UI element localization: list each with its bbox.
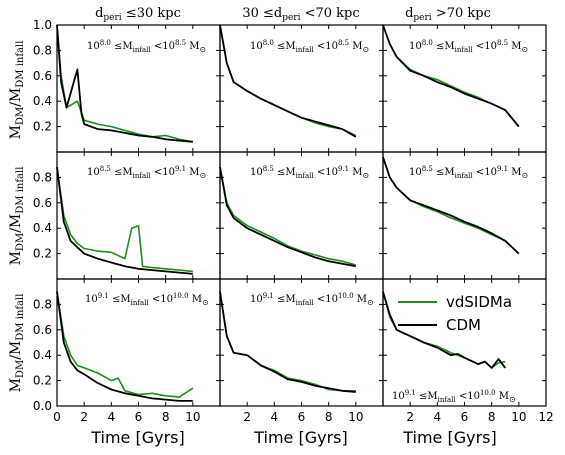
column-title-2: 30 ≤dperi <70 kpc (242, 6, 359, 23)
x-tick-label-col3: 4 (434, 410, 442, 424)
series-line-cdm-r2c2 (219, 167, 356, 268)
series-line-cdm-r2c1 (56, 167, 193, 275)
svg-text:MDM/MDM infall: MDM/MDM infall (8, 294, 26, 393)
y-axis-label-row-2: MDM/MDM infall (8, 167, 26, 266)
x-tick-label-col3: 6 (461, 410, 469, 424)
annotation-row-3-col-1: 109.1 ≤Minfall <1010.0 M⊙ (85, 292, 209, 307)
series-line-cdm-r3c3 (382, 291, 507, 369)
x-tick-label-col2: 10 (348, 410, 363, 424)
svg-text:MDM/MDM infall: MDM/MDM infall (8, 167, 26, 266)
x-axis-label-1: Time [Gyrs] (90, 428, 185, 447)
annotation-row-3-col-2: 109.1 ≤Minfall <1010.0 M⊙ (250, 292, 374, 307)
series-line-vdsidma-r2c1 (56, 167, 193, 273)
legend-label-cdm: CDM (446, 316, 481, 334)
y-tick-label-row1: 0.2 (33, 120, 52, 134)
y-tick-label-row2: 0.2 (33, 247, 52, 261)
x-tick-label-col2: 4 (271, 410, 279, 424)
y-tick-label-row1: 0.4 (33, 94, 52, 108)
y-axis-label-row-1: MDM/MDM infall (8, 41, 26, 140)
svg-text:MDM/MDM infall: MDM/MDM infall (8, 41, 26, 140)
x-axis-label-2: Time [Gyrs] (253, 428, 348, 447)
series-line-cdm-r2c3 (382, 156, 520, 255)
series-line-vdsidma-r2c2 (219, 167, 357, 266)
x-tick-label-col1: 2 (80, 410, 88, 424)
annotation-row-2-col-3: 108.5 ≤Minfall <109.1 M⊙ (409, 165, 528, 180)
x-tick-label-col3: 10 (511, 410, 526, 424)
series-line-cdm-r1c2 (219, 24, 357, 138)
annotation-row-3-col-3: 109.1 ≤Minfall <1010.0 M⊙ (392, 389, 516, 404)
x-tick-label-col1: 0 (53, 410, 61, 424)
y-tick-label-row1: 0.8 (33, 43, 52, 57)
y-tick-label-row3: 0.4 (33, 348, 52, 362)
x-tick-label-col1: 8 (162, 410, 170, 424)
series-line-cdm-r3c2 (219, 291, 356, 393)
y-tick-label-row3: 0.8 (33, 297, 52, 311)
series-line-cdm-r1c3 (382, 24, 520, 128)
x-tick-label-col1: 10 (185, 410, 200, 424)
y-tick-label-row3: 0.2 (33, 374, 52, 388)
series-line-vdsidma-r3c1 (56, 291, 194, 398)
series-line-cdm-r1c1 (56, 24, 193, 143)
annotation-row-1-col-1: 108.0 ≤Minfall <108.5 M⊙ (87, 39, 206, 54)
y-tick-label-row2: 0.4 (33, 221, 52, 235)
y-tick-label-row2: 0.8 (33, 170, 52, 184)
y-axis-label-row-3: MDM/MDM infall (8, 294, 26, 393)
x-tick-label-col3: 12 (538, 410, 553, 424)
x-tick-label-col2: 2 (243, 410, 251, 424)
annotation-row-1-col-3: 108.0 ≤Minfall <108.5 M⊙ (409, 39, 528, 54)
legend: vdSIDMa CDM (398, 293, 512, 334)
y-tick-label-row3: 0.0 (33, 399, 52, 413)
series-line-cdm-r3c1 (56, 291, 193, 402)
y-tick-label-row1: 1.0 (33, 18, 52, 32)
x-tick-label-col2: 6 (298, 410, 306, 424)
y-tick-label-row1: 0.6 (33, 69, 52, 83)
x-tick-label-col1: 6 (135, 410, 143, 424)
annotation-row-2-col-2: 108.5 ≤Minfall <109.1 M⊙ (250, 165, 369, 180)
annotation-row-1-col-2: 108.0 ≤Minfall <108.5 M⊙ (250, 39, 369, 54)
series-line-vdsidma-r3c2 (219, 291, 356, 392)
x-tick-label-col2: 8 (325, 410, 333, 424)
y-tick-label-row2: 0.6 (33, 196, 52, 210)
x-tick-label-col3: 2 (406, 410, 414, 424)
column-title-3: dperi >70 kpc (405, 6, 491, 23)
x-axis-label-3: Time [Gyrs] (402, 428, 497, 447)
y-tick-label-row3: 0.6 (33, 323, 52, 337)
panels-layer: 0.2 0.4 0.6 0.8 1.0 0.2 0.4 0.6 0.8 0.0 0.2 0.4 0.6 0… (33, 18, 554, 424)
x-tick-label-col3: 8 (488, 410, 496, 424)
column-title-1: dperi ≤30 kpc (95, 6, 181, 23)
legend-label-vdsidma: vdSIDMa (446, 293, 512, 311)
x-tick-label-col1: 4 (108, 410, 116, 424)
annotation-row-2-col-1: 108.5 ≤Minfall <109.1 M⊙ (87, 165, 206, 180)
